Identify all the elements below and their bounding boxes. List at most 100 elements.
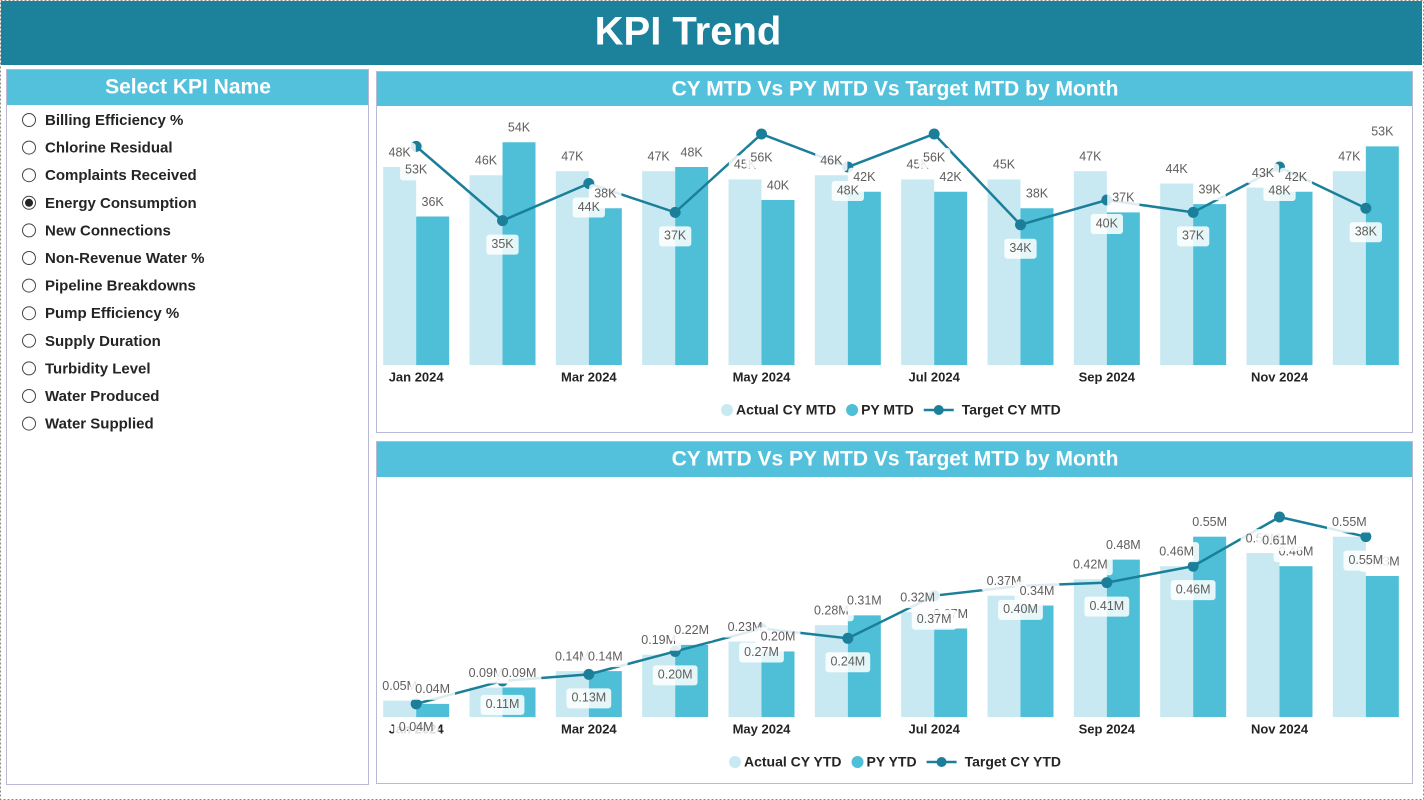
value-label: 44K	[1166, 162, 1189, 176]
legend-marker	[851, 756, 864, 768]
line-point	[842, 632, 854, 644]
x-tick-label: May 2024	[733, 369, 792, 384]
line-point	[1187, 206, 1199, 218]
value-label-bg	[1160, 159, 1193, 180]
bar	[934, 191, 968, 365]
value-label: 0.09M	[469, 666, 504, 680]
bar	[675, 167, 709, 365]
value-label: 48K	[1268, 183, 1291, 197]
value-label: 0.55M	[1332, 515, 1367, 529]
value-label: 36K	[422, 195, 445, 209]
line-point	[1015, 219, 1026, 231]
value-label: 0.55M	[1348, 553, 1383, 567]
line-point	[583, 668, 595, 680]
value-label-bg	[815, 151, 848, 172]
value-label-bg	[652, 665, 698, 686]
value-label: 48K	[389, 145, 412, 159]
legend-marker	[729, 756, 741, 768]
value-label-bg	[480, 694, 525, 715]
slicer-option[interactable]: Water Supplied	[22, 416, 154, 433]
slicer-option[interactable]: Pump Efficiency %	[22, 305, 180, 322]
x-tick-label: Sep 2024	[1079, 369, 1136, 384]
legend-item: PY YTD	[851, 754, 917, 770]
value-label-bg	[1177, 226, 1210, 247]
line-point	[669, 206, 681, 218]
slicer-option[interactable]: Chlorine Residual	[22, 140, 173, 157]
value-label-bg	[556, 147, 589, 168]
value-label: 34K	[1009, 241, 1032, 255]
value-label: 0.04M	[399, 720, 434, 734]
value-label: 46K	[475, 154, 498, 168]
bar	[1365, 146, 1399, 365]
value-label: 37K	[664, 229, 687, 243]
value-label-bg	[739, 642, 784, 663]
slicer-option[interactable]: Turbidity Level	[22, 360, 151, 377]
legend-text: Target CY MTD	[962, 402, 1061, 418]
x-tick-label: Nov 2024	[1251, 369, 1309, 384]
slicer-option[interactable]: Pipeline Breakdowns	[22, 278, 196, 295]
value-label: 0.27M	[744, 645, 779, 659]
value-label-bg	[1326, 512, 1372, 533]
slicer-item-label: Pipeline Breakdowns	[45, 278, 196, 295]
legend-item: Target CY MTD	[923, 402, 1061, 418]
value-label: 0.61M	[1262, 533, 1297, 547]
value-label-bg	[761, 176, 795, 196]
slicer-option[interactable]: New Connections	[22, 222, 171, 239]
value-label: 0.14M	[555, 649, 590, 663]
value-label-bg	[911, 609, 957, 630]
value-label: 0.37M	[987, 574, 1022, 588]
slicer-panel	[6, 69, 369, 785]
line-point	[1360, 531, 1372, 543]
x-tick-label: Jul 2024	[909, 369, 961, 384]
value-label-bg	[1154, 542, 1200, 563]
bar	[934, 628, 968, 717]
line-point	[1187, 560, 1199, 572]
value-label-bg	[1090, 214, 1123, 234]
value-label: 0.24M	[830, 655, 865, 669]
radio-button	[22, 361, 36, 376]
slicer-item-label: Pump Efficiency %	[45, 305, 179, 322]
value-label: 44K	[578, 200, 601, 214]
value-label-bg	[987, 155, 1021, 176]
slicer-option[interactable]: Supply Duration	[22, 333, 161, 350]
value-label-bg	[1084, 596, 1130, 617]
radio-button	[22, 223, 36, 238]
legend-item: Actual CY YTD	[729, 754, 842, 770]
slicer-item-label: Non-Revenue Water %	[45, 250, 204, 267]
value-label: 54K	[508, 121, 531, 135]
line-point	[1274, 511, 1285, 523]
legend-text: Actual CY MTD	[736, 402, 836, 418]
x-tick-label: Sep 2024	[1079, 721, 1136, 736]
value-label: 47K	[1338, 149, 1361, 163]
bar	[642, 654, 676, 717]
value-label-bg	[1263, 181, 1296, 201]
slicer-option[interactable]: Non-Revenue Water %	[22, 250, 205, 267]
value-label: 38K	[1355, 225, 1378, 239]
value-label: 0.23M	[728, 620, 763, 634]
slicer-option[interactable]: Billing Efficiency %	[22, 112, 184, 129]
value-label-bg	[469, 151, 503, 172]
value-label: 37K	[1112, 191, 1135, 205]
slicer-option[interactable]: Complaints Received	[22, 167, 197, 184]
value-label: 0.42M	[1073, 558, 1108, 572]
value-label: 0.04M	[415, 682, 450, 696]
bar	[1020, 605, 1054, 717]
slicer-option[interactable]: Water Produced	[22, 388, 160, 405]
bar	[1279, 191, 1313, 365]
bar	[416, 216, 450, 365]
value-label: 0.22M	[674, 623, 709, 637]
slicer-title-bar	[7, 70, 368, 105]
value-label: 47K	[1079, 149, 1102, 163]
chart-title-bar	[377, 72, 1412, 106]
value-label: 39K	[1199, 182, 1222, 196]
value-label: 0.40M	[1003, 602, 1038, 616]
radio-dot	[25, 198, 33, 207]
bar	[901, 179, 935, 365]
legend-marker	[933, 405, 944, 415]
bar	[987, 179, 1021, 365]
x-tick-label: Nov 2024	[1251, 721, 1309, 736]
value-label-bg	[400, 160, 433, 181]
value-label-bg	[1193, 180, 1226, 201]
slicer-option[interactable]: Energy Consumption	[22, 195, 197, 212]
